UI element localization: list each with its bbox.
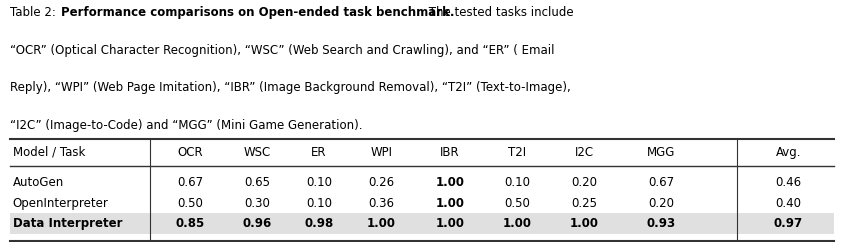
Text: AutoGen: AutoGen (13, 176, 64, 189)
Text: I2C: I2C (575, 146, 593, 159)
Text: Data Interpreter: Data Interpreter (13, 217, 122, 230)
Text: 0.36: 0.36 (369, 197, 394, 210)
Text: 0.46: 0.46 (776, 176, 801, 189)
Text: 0.40: 0.40 (776, 197, 801, 210)
Text: 0.67: 0.67 (648, 176, 674, 189)
Text: 0.20: 0.20 (571, 176, 597, 189)
Text: 0.65: 0.65 (245, 176, 270, 189)
Text: 0.25: 0.25 (571, 197, 597, 210)
Text: WSC: WSC (244, 146, 271, 159)
Text: 0.85: 0.85 (176, 217, 204, 230)
Text: 0.50: 0.50 (177, 197, 203, 210)
Text: 1.00: 1.00 (436, 197, 464, 210)
Text: 0.20: 0.20 (648, 197, 674, 210)
Text: 1.00: 1.00 (367, 217, 396, 230)
Text: 0.50: 0.50 (505, 197, 530, 210)
Text: 1.00: 1.00 (436, 217, 464, 230)
Text: 1.00: 1.00 (436, 176, 464, 189)
Text: WPI: WPI (371, 146, 392, 159)
Text: The tested tasks include: The tested tasks include (425, 6, 574, 19)
Text: 0.10: 0.10 (306, 197, 332, 210)
Text: Performance comparisons on Open-ended task benchmark.: Performance comparisons on Open-ended ta… (61, 6, 454, 19)
Text: 0.98: 0.98 (305, 217, 333, 230)
Text: 0.10: 0.10 (306, 176, 332, 189)
Text: 0.30: 0.30 (245, 197, 270, 210)
Text: 0.26: 0.26 (369, 176, 394, 189)
Text: T2I: T2I (508, 146, 527, 159)
Text: 0.96: 0.96 (243, 217, 272, 230)
Text: OpenInterpreter: OpenInterpreter (13, 197, 109, 210)
Text: MGG: MGG (647, 146, 675, 159)
Text: 0.97: 0.97 (774, 217, 803, 230)
Text: Avg.: Avg. (776, 146, 801, 159)
Text: 0.10: 0.10 (505, 176, 530, 189)
Text: 0.93: 0.93 (647, 217, 675, 230)
Text: Model / Task: Model / Task (13, 146, 85, 159)
Text: OCR: OCR (177, 146, 203, 159)
Text: “OCR” (Optical Character Recognition), “WSC” (Web Search and Crawling), and “ER”: “OCR” (Optical Character Recognition), “… (10, 44, 555, 57)
Text: IBR: IBR (440, 146, 460, 159)
Text: “I2C” (Image-to-Code) and “MGG” (Mini Game Generation).: “I2C” (Image-to-Code) and “MGG” (Mini Ga… (10, 119, 363, 132)
Text: 0.67: 0.67 (177, 176, 203, 189)
Text: 1.00: 1.00 (503, 217, 532, 230)
Text: Table 2:: Table 2: (10, 6, 60, 19)
Text: 1.00: 1.00 (570, 217, 598, 230)
Text: Reply), “WPI” (Web Page Imitation), “IBR” (Image Background Removal), “T2I” (Tex: Reply), “WPI” (Web Page Imitation), “IBR… (10, 81, 571, 94)
Text: ER: ER (311, 146, 327, 159)
